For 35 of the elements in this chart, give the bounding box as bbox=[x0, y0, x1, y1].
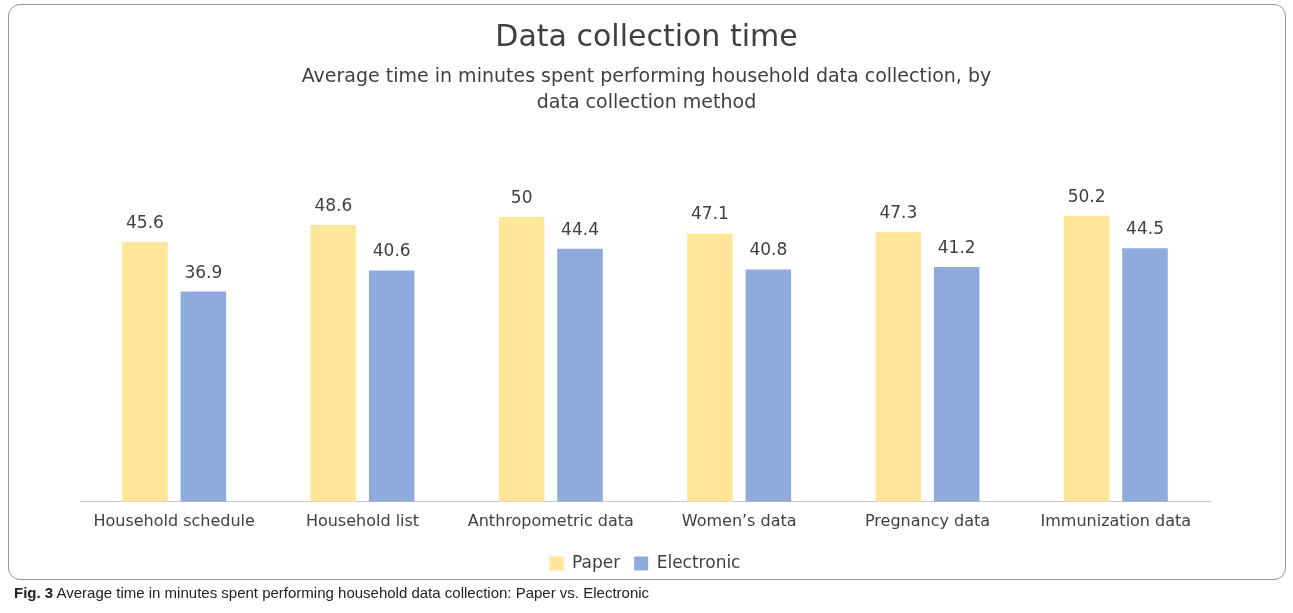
chart-title: Data collection time bbox=[494, 18, 799, 53]
bar bbox=[180, 291, 227, 502]
data-label: 41.2 bbox=[937, 237, 976, 258]
x-tick-label: Women’s data bbox=[681, 510, 797, 530]
data-label: 47.1 bbox=[691, 203, 729, 224]
data-label: 50 bbox=[510, 186, 533, 207]
x-tick-label: Household schedule bbox=[93, 510, 255, 530]
bar bbox=[1063, 215, 1110, 502]
bar bbox=[933, 267, 980, 502]
bar bbox=[122, 242, 168, 502]
x-tick-label: Immunization data bbox=[1040, 510, 1192, 530]
caption: Fig. 3 Average time in minutes spent performing household data collection: Paper vs. Electronic bbox=[14, 584, 650, 601]
bar bbox=[745, 269, 792, 502]
chart-subtitle: Average time in minutes spent performing household data collection, by data collection method bbox=[300, 63, 993, 114]
data-label: 36.9 bbox=[184, 261, 223, 282]
legend-label: Electronic bbox=[656, 551, 741, 572]
x-tick-label: Anthropometric data bbox=[467, 510, 634, 530]
data-label: 47.3 bbox=[879, 202, 918, 223]
data-label: 48.6 bbox=[314, 194, 353, 215]
bar bbox=[875, 232, 922, 502]
bar bbox=[310, 224, 357, 502]
data-label: 44.4 bbox=[561, 218, 599, 239]
data-label: 50.2 bbox=[1067, 185, 1106, 206]
data-label: 40.6 bbox=[372, 240, 411, 261]
data-label: 44.5 bbox=[1126, 218, 1164, 239]
x-tick-label: Household list bbox=[305, 510, 420, 530]
x-tick-label: Pregnancy data bbox=[864, 510, 991, 530]
data-label: 45.6 bbox=[126, 211, 164, 232]
legend-label: Paper bbox=[572, 551, 621, 572]
bar bbox=[1122, 248, 1168, 502]
bar bbox=[368, 270, 415, 502]
bar bbox=[498, 216, 545, 502]
bar bbox=[687, 233, 733, 502]
bar bbox=[557, 248, 603, 502]
data-label: 40.8 bbox=[749, 239, 788, 260]
